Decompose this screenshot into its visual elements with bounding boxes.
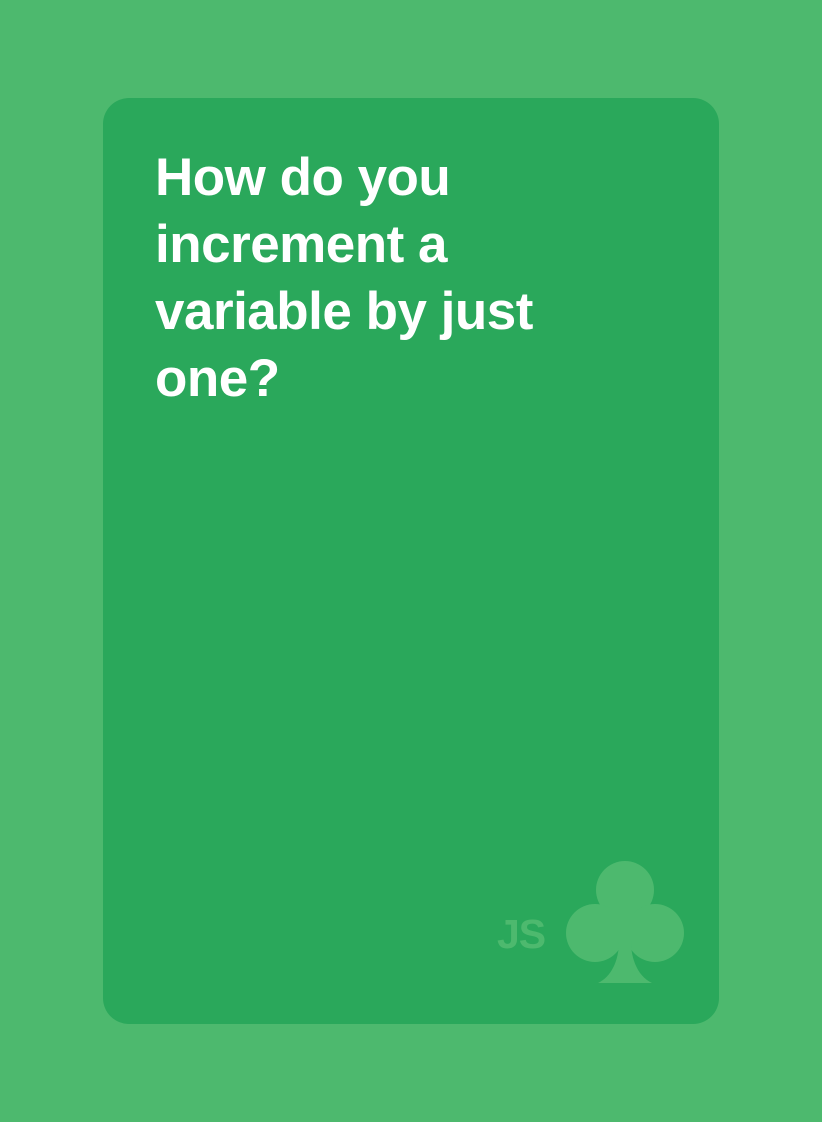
question-text: How do you increment a variable by just …	[155, 148, 533, 408]
club-icon	[566, 861, 684, 983]
flashcard[interactable]: How do you increment a variable by just …	[103, 98, 719, 1024]
brand-label: JS	[497, 911, 546, 957]
